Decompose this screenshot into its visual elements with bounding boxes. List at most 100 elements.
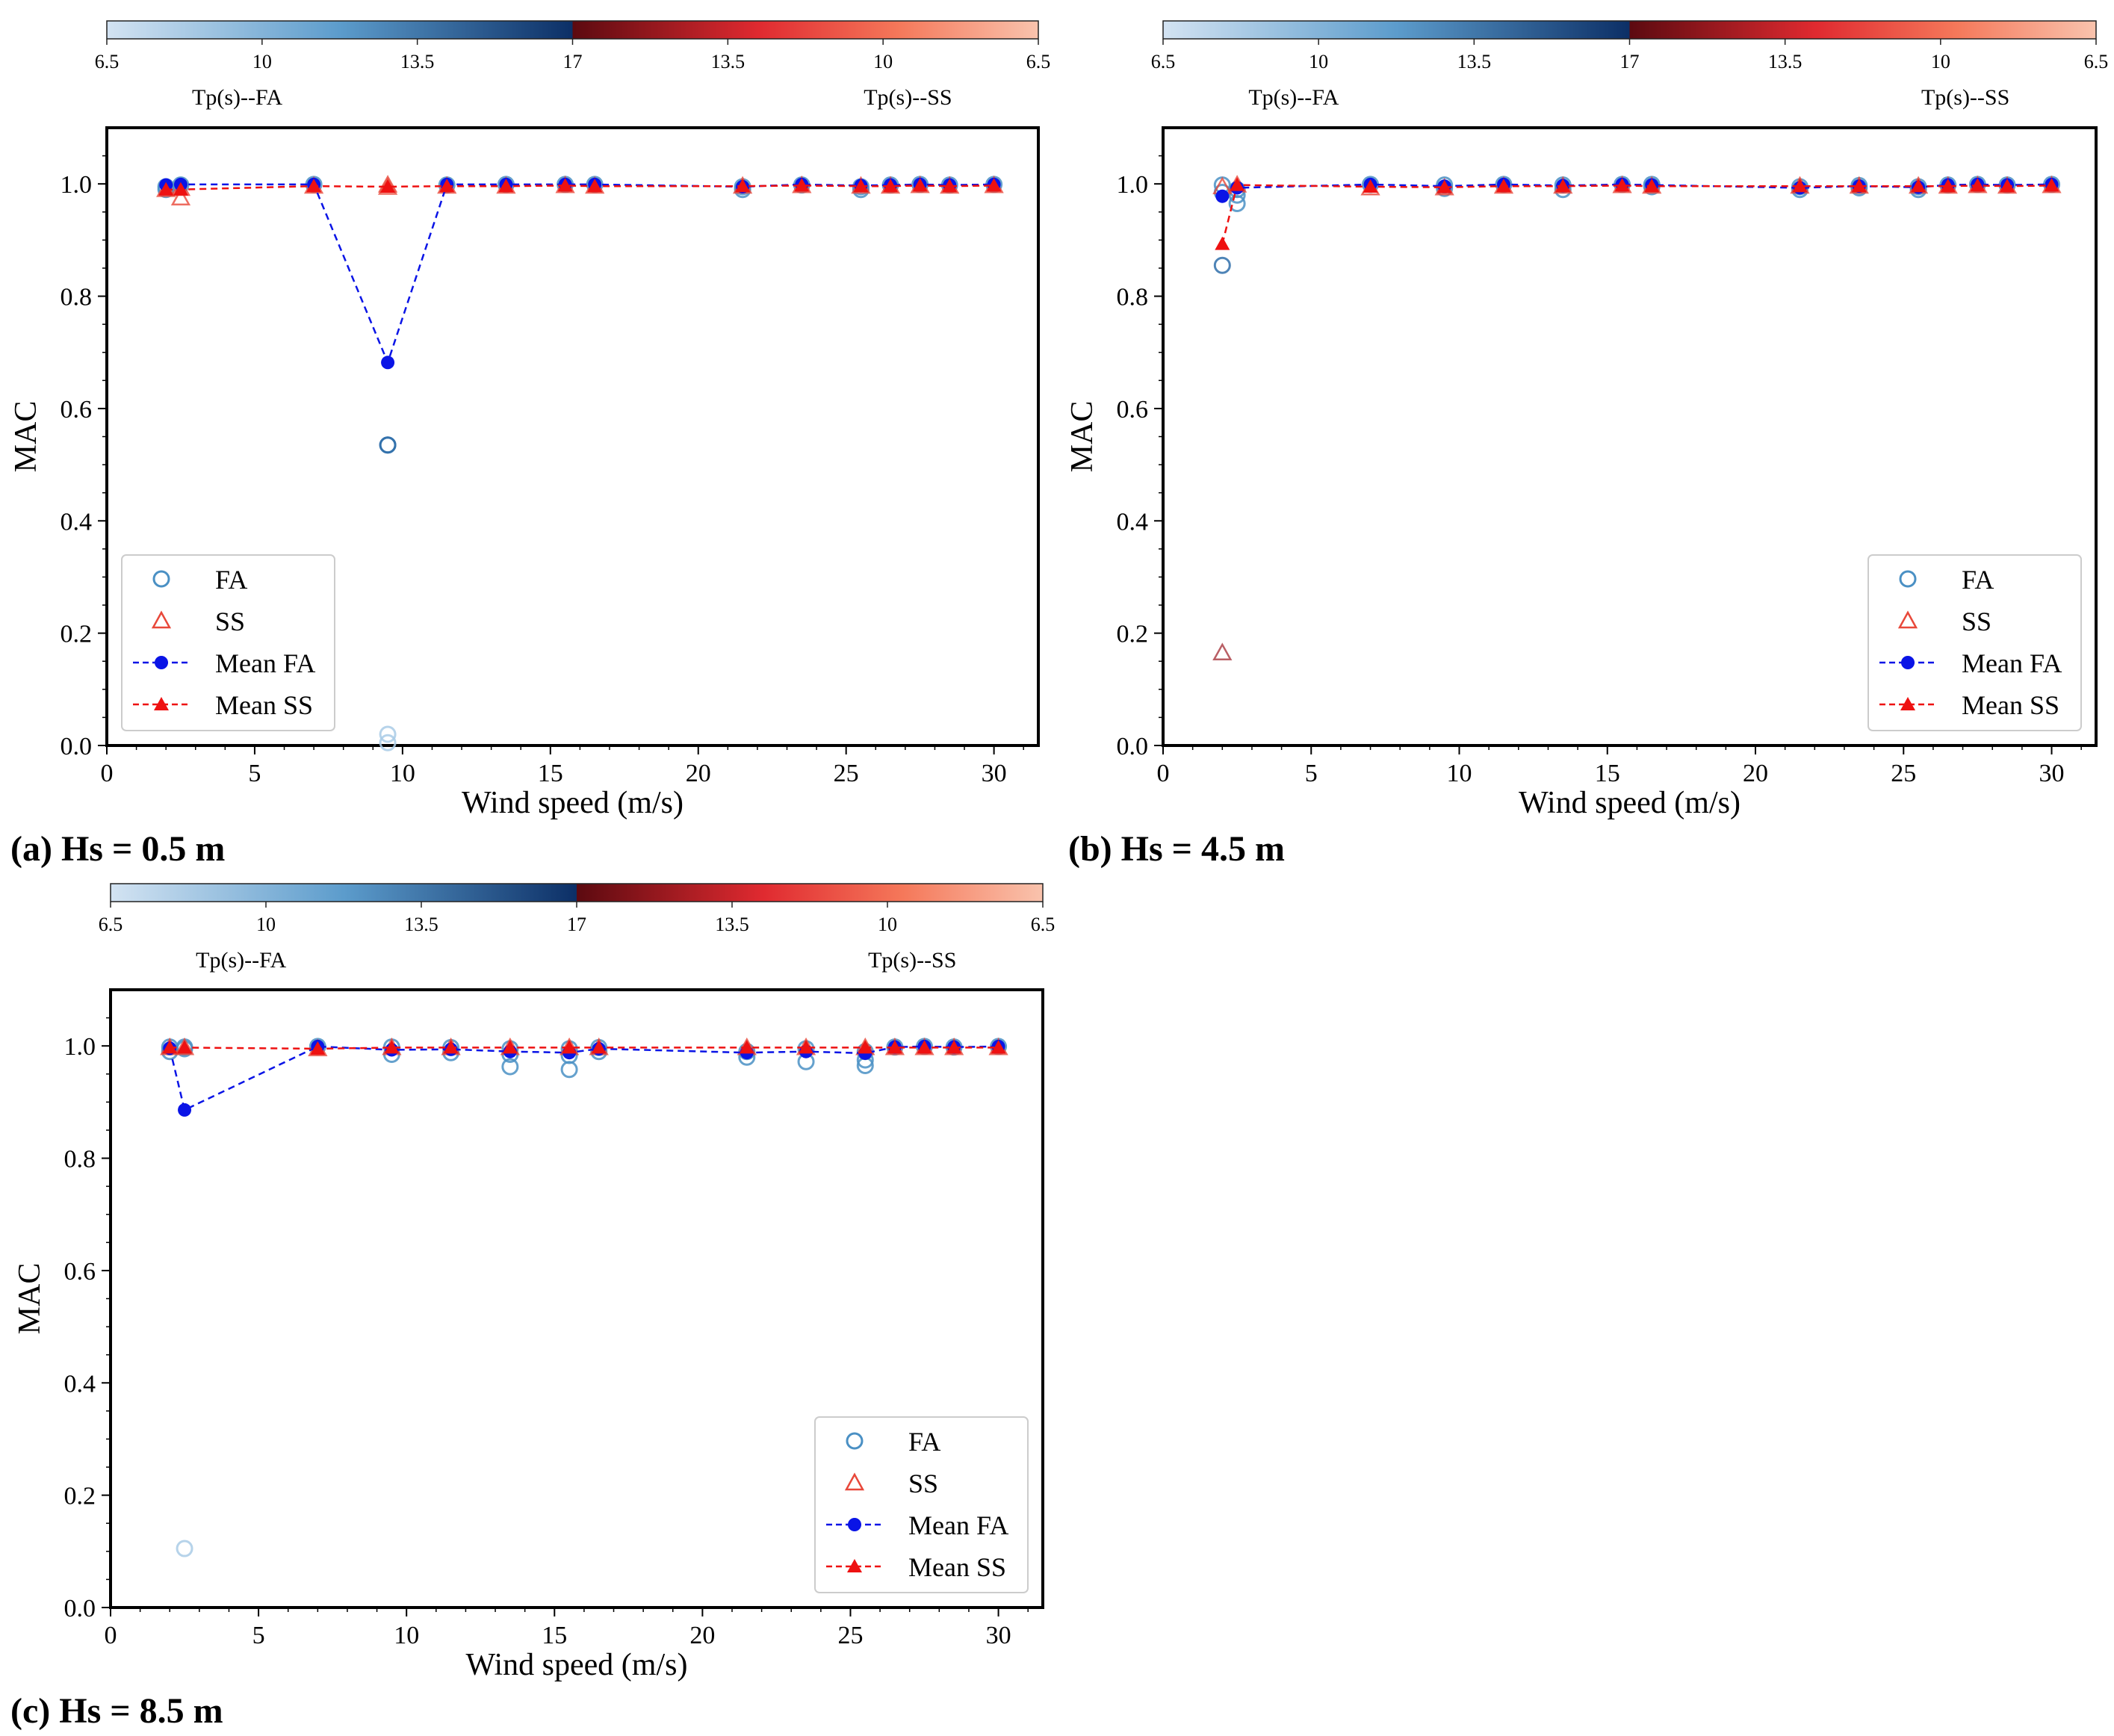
legend-mean-fa-marker bbox=[155, 656, 168, 669]
mean-ss-marker bbox=[946, 1040, 962, 1054]
y-tick-label: 0.0 bbox=[61, 733, 93, 760]
y-tick-label: 0.0 bbox=[1117, 733, 1149, 760]
colorbar-tick-label: 17 bbox=[1620, 51, 1640, 72]
mean-ss-marker bbox=[587, 179, 603, 193]
mean-ss-marker bbox=[1970, 178, 1986, 192]
colorbar-tick-label: 6.5 bbox=[1151, 51, 1176, 72]
mean-fa-line bbox=[169, 1045, 999, 1112]
colorbar-label-fa: Tp(s)--FA bbox=[1248, 85, 1339, 110]
mean-fa-marker bbox=[381, 356, 395, 370]
x-tick-label: 5 bbox=[252, 1622, 265, 1649]
mean-ss-marker bbox=[739, 1040, 754, 1054]
fa-point bbox=[176, 1540, 193, 1557]
mean-ss-marker bbox=[502, 1040, 518, 1054]
panel-caption: (a) Hs = 0.5 m bbox=[10, 829, 225, 869]
colorbar-tick-label: 13.5 bbox=[715, 914, 749, 935]
legend-label: Mean FA bbox=[908, 1510, 1008, 1540]
mean-ss-marker bbox=[306, 179, 322, 193]
legend-box bbox=[121, 554, 335, 731]
mean-ss-marker bbox=[158, 182, 174, 196]
fa-point bbox=[379, 734, 397, 751]
mean-ss-line bbox=[1221, 184, 2052, 244]
x-tick-label: 15 bbox=[1595, 760, 1620, 787]
fa-point bbox=[1213, 256, 1231, 274]
mean-ss-marker bbox=[1940, 179, 1956, 193]
x-tick-label: 10 bbox=[1447, 760, 1472, 787]
x-tick-label: 20 bbox=[1743, 760, 1768, 787]
fa-point bbox=[379, 436, 397, 454]
legend-ss-marker bbox=[844, 1472, 865, 1491]
y-tick-label: 0.4 bbox=[61, 508, 93, 536]
panel-caption: (c) Hs = 8.5 m bbox=[10, 1691, 223, 1731]
x-tick-label: 25 bbox=[834, 760, 859, 787]
mean-ss-marker bbox=[310, 1041, 326, 1055]
x-tick-label: 5 bbox=[248, 760, 261, 787]
panel-c: 6.5 10 13.5 17 13.5 10 6.5 Tp(s)--FA Tp(s)--SS 0 5… bbox=[10, 883, 1055, 1731]
colorbar-label-ss: Tp(s)--SS bbox=[868, 948, 956, 973]
x-tick-label: 25 bbox=[837, 1622, 863, 1649]
mean-ss-marker bbox=[1230, 177, 1245, 191]
mean-ss-marker bbox=[887, 1040, 902, 1054]
colorbar-tick-label: 10 bbox=[873, 51, 893, 72]
legend-box bbox=[814, 1416, 1029, 1593]
mean-ss-marker bbox=[1644, 179, 1660, 193]
colorbar-label-fa: Tp(s)--FA bbox=[192, 85, 282, 110]
colorbar-label-ss: Tp(s)--SS bbox=[864, 85, 952, 110]
mean-ss-marker bbox=[735, 179, 751, 193]
x-tick-label: 10 bbox=[394, 1622, 419, 1649]
colorbar-tick-label: 17 bbox=[567, 914, 586, 935]
x-tick-label: 10 bbox=[390, 760, 415, 787]
x-tick-label: 0 bbox=[105, 1622, 117, 1649]
mean-ss-marker bbox=[1614, 178, 1630, 192]
x-axis-label: Wind speed (m/s) bbox=[466, 1648, 688, 1682]
colorbar-tick-label: 6.5 bbox=[99, 914, 123, 935]
mean-ss-marker bbox=[177, 1040, 193, 1054]
y-tick-label: 0.4 bbox=[64, 1370, 96, 1398]
mean-ss-marker bbox=[380, 179, 396, 193]
colorbar-tick-label: 13.5 bbox=[1457, 51, 1492, 72]
legend-label: SS bbox=[1962, 607, 1991, 636]
colorbar-tick-label: 13.5 bbox=[1768, 51, 1803, 72]
y-axis-label: MAC bbox=[1065, 401, 1100, 473]
mean-ss-marker bbox=[384, 1040, 400, 1054]
legend-fa-marker bbox=[1899, 570, 1917, 588]
legend-fa-marker bbox=[152, 570, 170, 588]
legend-label: Mean SS bbox=[908, 1552, 1006, 1582]
x-axis-label: Wind speed (m/s) bbox=[462, 786, 684, 820]
mean-ss-line bbox=[170, 1047, 999, 1050]
mean-ss-marker bbox=[443, 1040, 459, 1054]
y-tick-label: 0.2 bbox=[61, 621, 93, 648]
colorbar-tick-label: 10 bbox=[878, 914, 897, 935]
mean-ss-marker bbox=[858, 1040, 873, 1054]
legend-mean-fa-marker bbox=[1901, 656, 1915, 669]
x-tick-label: 5 bbox=[1305, 760, 1318, 787]
y-tick-label: 0.6 bbox=[61, 396, 93, 424]
legend-mean-ss-marker bbox=[847, 1559, 862, 1572]
ss-point bbox=[170, 187, 191, 206]
panel-caption: (b) Hs = 4.5 m bbox=[1068, 829, 1285, 869]
legend-label: SS bbox=[215, 607, 245, 636]
mean-ss-line bbox=[166, 185, 994, 190]
legend-box bbox=[1867, 554, 2082, 731]
mean-ss-marker bbox=[498, 179, 514, 193]
colorbar-tick-label: 13.5 bbox=[400, 51, 435, 72]
legend-label: FA bbox=[215, 565, 247, 595]
legend-label: SS bbox=[908, 1469, 938, 1498]
mean-ss-marker bbox=[173, 182, 188, 196]
panel-b: 6.5 10 13.5 17 13.5 10 6.5 Tp(s)--FA Tp(s)--SS 0 5… bbox=[1065, 20, 2108, 869]
mean-ss-marker bbox=[1215, 236, 1230, 250]
mean-ss-marker bbox=[1555, 179, 1571, 193]
fa-point bbox=[501, 1058, 519, 1076]
legend-ss-marker bbox=[1897, 610, 1918, 629]
x-tick-label: 25 bbox=[1891, 760, 1916, 787]
mean-fa-marker bbox=[1215, 189, 1230, 203]
mean-ss-marker bbox=[991, 1040, 1006, 1054]
y-axis-label: MAC bbox=[9, 401, 43, 473]
mean-ss-marker bbox=[794, 178, 810, 192]
legend-label: FA bbox=[1962, 565, 1994, 595]
colorbar bbox=[106, 20, 1039, 40]
mean-ss-marker bbox=[799, 1040, 814, 1054]
colorbar-tick-label: 6.5 bbox=[1026, 51, 1051, 72]
mean-ss-marker bbox=[557, 178, 573, 192]
